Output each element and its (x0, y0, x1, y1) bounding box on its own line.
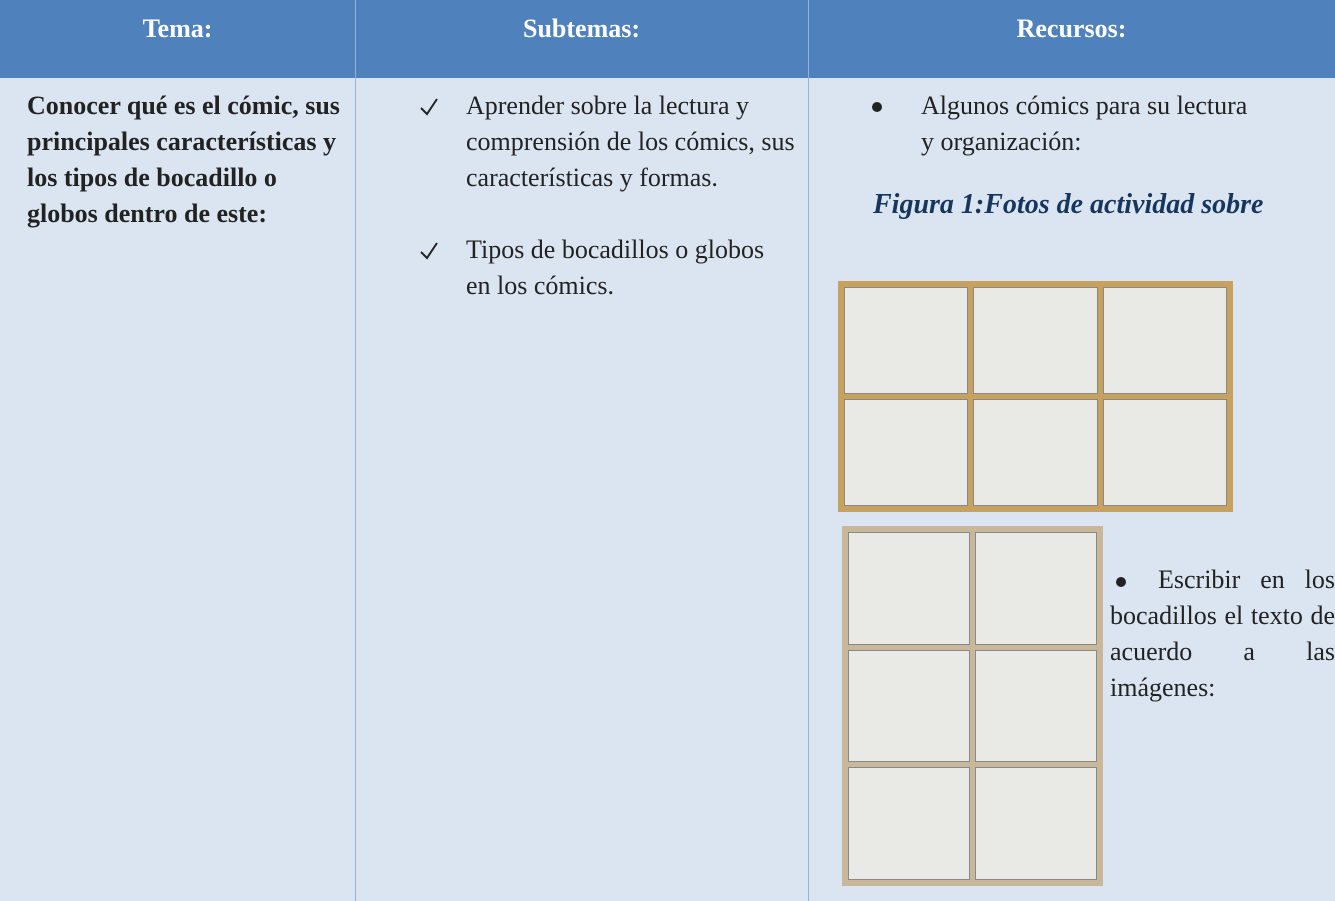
figure-caption: Figura 1:Fotos de actividad sobre organi… (873, 189, 1264, 230)
bullet (872, 102, 882, 112)
header-cell: Tema: (142, 14, 213, 43)
subtema-item: Aprender sobre la lectura y comprensión … (466, 91, 795, 192)
bullet (1116, 577, 1126, 587)
subtema-item: Tipos de bocadillos o globos en los cómi… (466, 235, 765, 300)
recurso-item: Algunos cómics para su lectura y organiz… (921, 91, 1248, 156)
check-bullet (420, 98, 438, 116)
column-border (808, 0, 809, 901)
comic-photo (842, 526, 1103, 886)
header-cell: Recursos: (1016, 14, 1127, 43)
check-bullet (420, 242, 438, 260)
comic-photo (838, 281, 1233, 512)
tema-text: Conocer qué es el cómic, sus principales… (27, 91, 340, 228)
column-border (355, 0, 356, 901)
header-cell: Subtemas: (522, 14, 640, 43)
recurso-item: Escribir en los bocadillos el texto de a… (1110, 565, 1335, 702)
header-row: Tema: Subtemas: Recursos: (0, 0, 1335, 78)
